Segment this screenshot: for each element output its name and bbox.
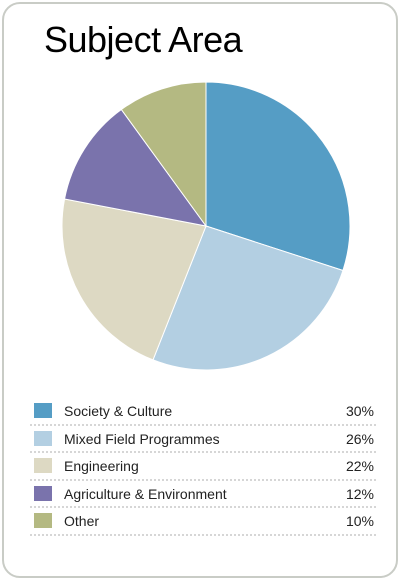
legend-label: Mixed Field Programmes (64, 430, 220, 447)
pie-slice-other (120, 81, 207, 228)
chart-title: Subject Area (44, 19, 243, 60)
legend-value: 30% (345, 403, 374, 419)
legend-item: Other 10% (30, 508, 376, 536)
legend-label: Agriculture & Environment (64, 485, 227, 502)
pie-slice-mixed-field-programmes (152, 225, 344, 371)
legend-value: 12% (345, 485, 374, 502)
legend-item: Engineering 22% (30, 453, 376, 481)
pie-slice-engineering (61, 198, 207, 361)
legend-swatch (34, 458, 52, 473)
pie-slice-agriculture-environment (63, 108, 208, 227)
legend-swatch (34, 430, 52, 446)
legend-item: Agriculture & Environment 12% (30, 481, 376, 508)
legend-value: 22% (345, 458, 374, 474)
pie-slice-society-culture (205, 81, 351, 272)
legend-item: Society & Culture 30% (30, 398, 376, 426)
legend-label: Engineering (64, 458, 139, 474)
legend-swatch (34, 513, 52, 528)
legend-swatch (34, 403, 52, 418)
legend-item: Mixed Field Programmes 26% (30, 426, 376, 453)
legend-label: Other (64, 513, 100, 529)
pie-chart (61, 81, 351, 371)
pie-slices (61, 81, 351, 371)
legend-label: Society & Culture (64, 403, 173, 419)
legend-swatch (34, 485, 52, 501)
chart-legend: Society & Culture 30% Mixed Field Programm… (30, 398, 376, 536)
legend-value: 10% (345, 513, 374, 529)
legend-value: 26% (345, 430, 374, 447)
